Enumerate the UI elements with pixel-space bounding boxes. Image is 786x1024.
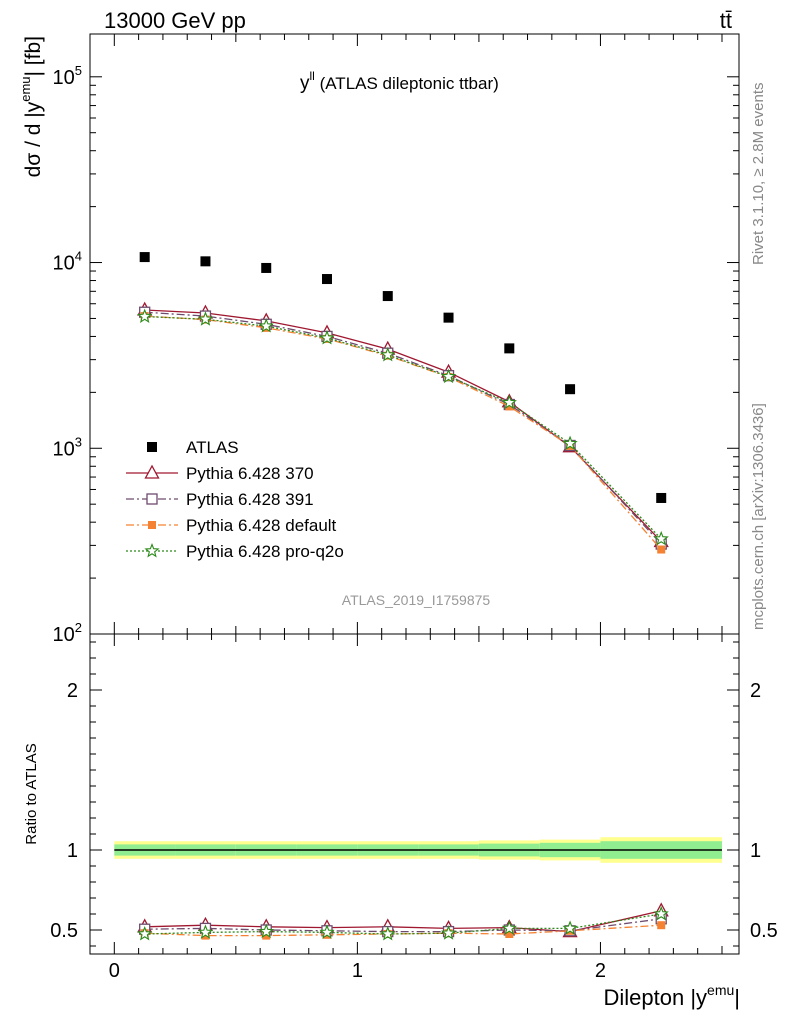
ratio-point-pdefault [505, 930, 514, 938]
legend-label: ATLAS [186, 438, 239, 457]
ratio-point-pq2o [501, 920, 517, 935]
data-point-atlas [443, 312, 454, 323]
series-atlas [139, 252, 667, 503]
legend-label: Pythia 6.428 391 [186, 490, 314, 509]
ratio-x-ticks: 0 1 2 [109, 634, 723, 982]
ratio-y-tick-label: 2 [67, 680, 78, 702]
legend: ATLAS Pythia 6.428 370 Pythia 6.428 391 Pyt… [126, 438, 344, 561]
legend-label: Pythia 6.428 370 [186, 464, 314, 483]
rivet-version-label: Rivet 3.1.10, ≥ 2.8M events [750, 83, 767, 266]
series-line-p391 [144, 311, 662, 545]
ratio-y-axis-label: Ratio to ATLAS [23, 743, 40, 844]
legend-marker [148, 521, 156, 529]
mcplots-label: mcplots.cern.ch [arXiv:1306.3436] [750, 403, 767, 630]
legend-entry-pq2o: Pythia 6.428 pro-q2o [126, 542, 344, 561]
data-point-pq2o [562, 435, 578, 451]
ratio-uncertainty-band [114, 837, 722, 863]
analysis-label: ATLAS_2019_I1759875 [342, 592, 491, 608]
ratio-frame [89, 633, 740, 955]
main-y-ticks: 102 103 104 105 [53, 63, 739, 646]
series-line-pq2o [144, 315, 662, 540]
series-p391 [139, 306, 667, 550]
data-point-atlas [656, 492, 667, 503]
ratio-y-tick-label: 1 [67, 840, 78, 862]
main-y-axis-label: dσ / d |yemu| [fb] [18, 36, 45, 177]
x-tick-label: 2 [595, 960, 606, 982]
x-tick-label: 0 [109, 960, 120, 982]
x-axis-label: Dilepton |yemu| [604, 982, 741, 1010]
main-panel: 102 103 104 105 yll (ATLAS dileptonic ttbar… [18, 33, 740, 646]
ratio-point-pq2o [258, 923, 274, 939]
ratio-point-pq2o [562, 920, 578, 935]
data-point-atlas [321, 274, 332, 285]
series-pq2o [137, 308, 669, 546]
data-point-pq2o [653, 530, 669, 546]
ratio-y-tick-label-right: 1 [750, 840, 761, 862]
legend-entry-atlas: ATLAS [147, 438, 239, 457]
plot-title: yll (ATLAS dileptonic ttbar) [300, 69, 499, 94]
ratio-line-pq2o [144, 913, 662, 935]
legend-entry-p391: Pythia 6.428 391 [126, 490, 314, 509]
legend-marker [146, 493, 158, 505]
legend-marker [147, 442, 157, 452]
main-y-tick-label: 104 [53, 249, 82, 275]
data-point-pq2o [197, 311, 214, 326]
data-point-atlas [504, 343, 515, 354]
data-point-pq2o [319, 330, 335, 345]
ratio-point-pq2o [137, 925, 153, 941]
legend-entry-p370: Pythia 6.428 370 [126, 464, 314, 483]
data-point-pq2o [137, 308, 153, 324]
main-x-ticks [113, 34, 723, 634]
ratio-panel: 0.5 0.5 1 1 2 2 0 1 2 Ratio to ATLAS Dilepton |… [23, 633, 778, 1010]
ratio-series-pdefault [140, 921, 666, 940]
ratio-point-pq2o [653, 905, 669, 921]
series-p370 [137, 301, 669, 548]
ratio-series [137, 902, 669, 941]
legend-marker [144, 542, 160, 558]
ratio-series-pq2o [137, 905, 669, 941]
data-point-atlas [139, 252, 150, 263]
ratio-point-pq2o [197, 924, 214, 939]
data-point-atlas [200, 256, 211, 267]
series-line-pdefault [144, 315, 662, 550]
data-point-atlas [261, 262, 272, 273]
collision-label: 13000 GeV pp [104, 8, 246, 33]
data-point-pq2o [501, 394, 517, 410]
ratio-y-tick-label: 0.5 [50, 920, 78, 942]
ratio-point-pdefault [262, 931, 271, 940]
data-point-pdefault [657, 545, 666, 554]
ratio-y-tick-label-right: 2 [750, 680, 761, 702]
legend-label: Pythia 6.428 pro-q2o [186, 542, 344, 561]
data-point-pdefault [505, 402, 514, 411]
ratio-y-tick-label-right: 0.5 [750, 920, 778, 942]
data-point-pq2o [440, 368, 457, 384]
data-point-pq2o [380, 346, 396, 362]
legend-entry-pdefault: Pythia 6.428 default [126, 516, 337, 535]
data-point-atlas [382, 291, 393, 302]
ratio-point-pdefault [657, 921, 666, 930]
main-y-tick-label: 103 [53, 434, 82, 460]
main-y-tick-label: 105 [53, 63, 82, 89]
legend-marker [144, 464, 160, 479]
ratio-y-ticks: 0.5 0.5 1 1 2 2 [50, 641, 778, 947]
legend-label: Pythia 6.428 default [186, 516, 337, 535]
x-tick-label: 1 [352, 960, 363, 982]
process-label: tt̄ [720, 8, 732, 33]
ratio-point-pq2o [440, 925, 457, 940]
ratio-point-pq2o [319, 924, 335, 939]
main-series [137, 252, 669, 554]
data-point-atlas [565, 384, 576, 395]
data-point-pq2o [258, 318, 274, 333]
main-y-tick-label: 102 [53, 620, 82, 646]
ratio-point-pq2o [380, 925, 396, 941]
